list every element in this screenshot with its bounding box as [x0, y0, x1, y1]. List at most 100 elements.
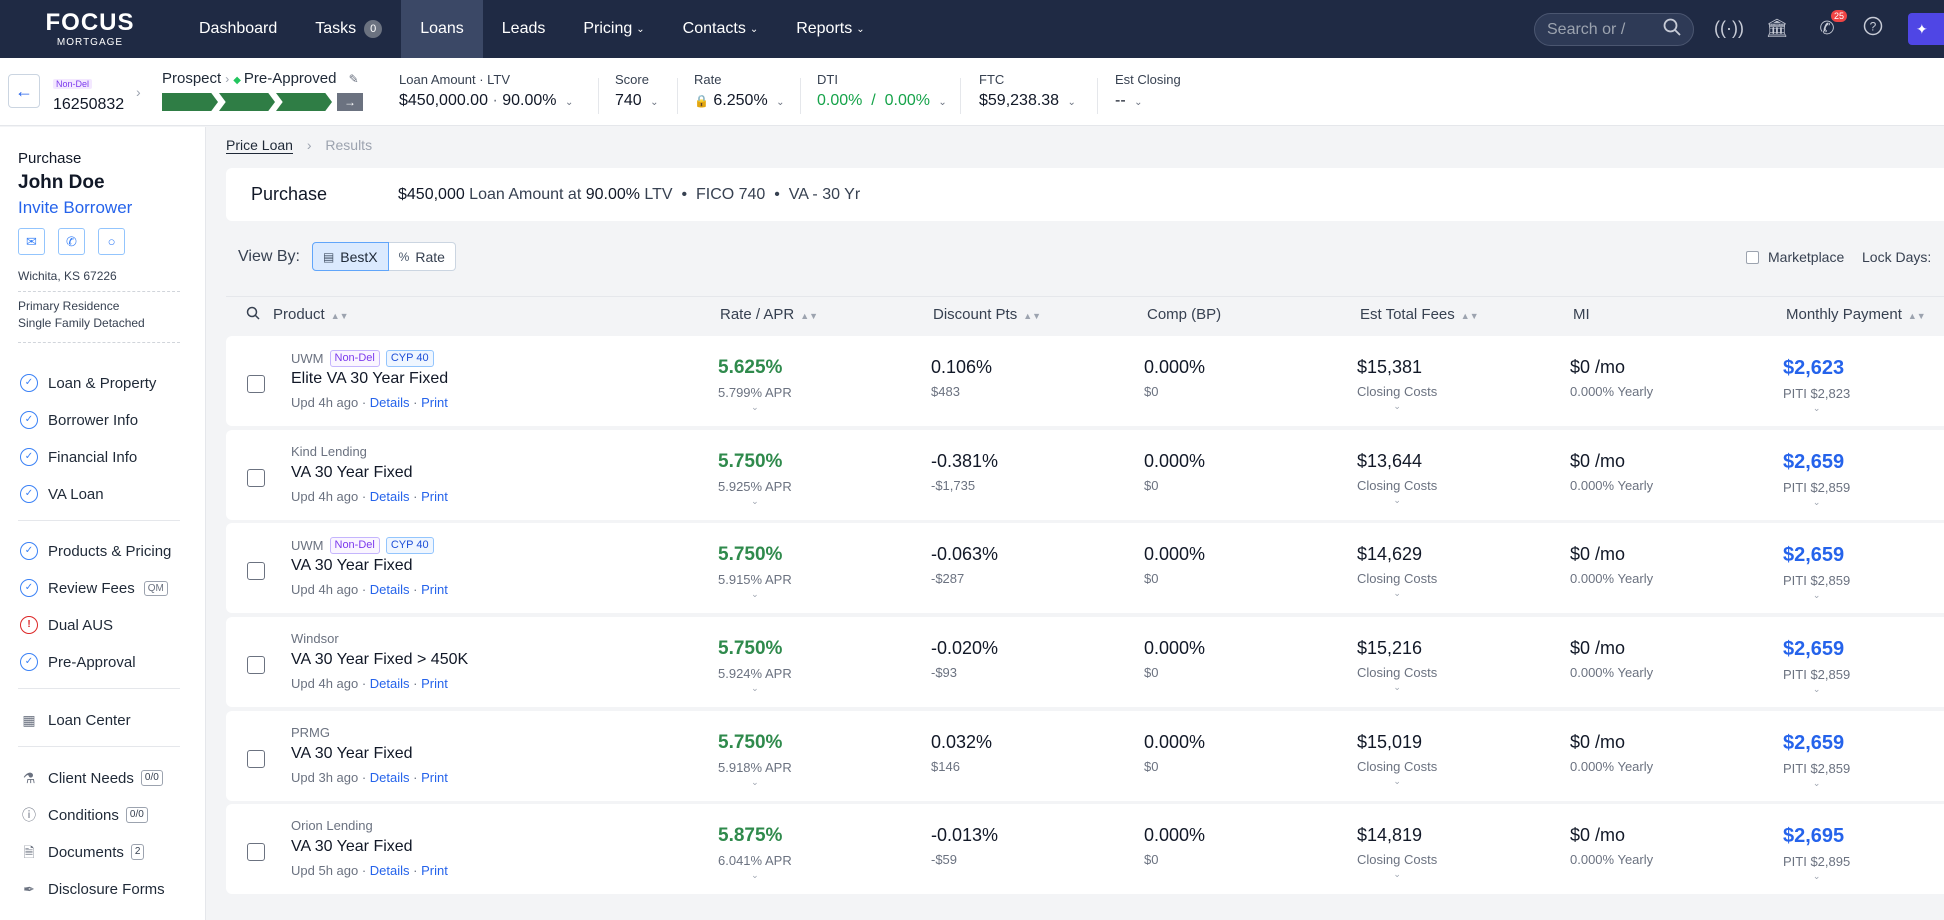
megaphone-icon[interactable]: ✆ 25: [1815, 10, 1847, 40]
help-icon[interactable]: ?: [1861, 16, 1885, 40]
sidebar-item-va-loan[interactable]: ✓ VA Loan: [20, 483, 104, 505]
loan-amount-metric[interactable]: Loan Amount · LTV $450,000.00 · 90.00% ⌄: [399, 72, 574, 109]
fees-cell[interactable]: $15,381 Closing Costs ⌄: [1357, 357, 1437, 412]
sidebar-item-borrower-info[interactable]: ✓ Borrower Info: [20, 409, 138, 431]
loan-id[interactable]: Non-Del 16250832: [53, 74, 124, 114]
chevron-down-icon[interactable]: ⌄: [1393, 495, 1401, 505]
nav-leads[interactable]: Leads: [501, 20, 546, 37]
chevron-down-icon[interactable]: ⌄: [1812, 778, 1821, 788]
payment-cell[interactable]: $2,695 PITI $2,895 ⌄: [1783, 825, 1850, 882]
rate-apr-cell[interactable]: 5.750% 5.915% APR ⌄: [718, 544, 792, 600]
view-bestx-button[interactable]: ▤ BestX: [311, 242, 389, 271]
payment-cell[interactable]: $2,623 PITI $2,823 ⌄: [1783, 357, 1850, 414]
sidebar-item-disclosure-forms[interactable]: ✒ Disclosure Forms: [20, 878, 165, 900]
chevron-down-icon[interactable]: ⌄: [1812, 590, 1821, 600]
sidebar-item-dual-aus[interactable]: ! Dual AUS: [20, 614, 113, 636]
rate-apr-cell[interactable]: 5.875% 6.041% APR ⌄: [718, 825, 792, 881]
marketplace-checkbox[interactable]: [1746, 250, 1759, 264]
broadcast-icon[interactable]: ((·)): [1714, 18, 1744, 38]
details-link[interactable]: Details: [369, 770, 410, 785]
print-link[interactable]: Print: [421, 395, 448, 410]
loan-stage[interactable]: Prospect › ◆ Pre-Approved ✎: [162, 70, 359, 87]
column-product[interactable]: Product ▲▼: [273, 306, 349, 323]
chevron-down-icon[interactable]: ⌄: [751, 589, 759, 599]
chevron-down-icon[interactable]: ⌄: [1812, 684, 1821, 694]
sidebar-item-conditions[interactable]: ⓘ Conditions 0/0: [20, 804, 148, 826]
chevron-down-icon[interactable]: ⌄: [1812, 497, 1821, 507]
breadcrumb-price-loan[interactable]: Price Loan: [226, 137, 293, 154]
row-select-checkbox[interactable]: [247, 469, 265, 487]
fees-cell[interactable]: $15,019 Closing Costs ⌄: [1357, 732, 1437, 787]
rate-apr-cell[interactable]: 5.750% 5.925% APR ⌄: [718, 451, 792, 507]
bank-icon[interactable]: 🏛: [1765, 18, 1789, 38]
nav-loans[interactable]: Loans: [401, 0, 483, 58]
column-monthly-payment[interactable]: Monthly Payment ▲▼: [1786, 306, 1926, 323]
details-link[interactable]: Details: [369, 395, 410, 410]
column-discount-pts[interactable]: Discount Pts ▲▼: [933, 306, 1042, 323]
chevron-down-icon[interactable]: ⌄: [1812, 403, 1821, 413]
mail-icon[interactable]: ✉: [18, 228, 45, 255]
table-row[interactable]: Windsor VA 30 Year Fixed > 450K Upd 4h a…: [226, 617, 1944, 707]
chevron-down-icon[interactable]: ⌄: [751, 683, 759, 693]
product-name[interactable]: VA 30 Year Fixed > 450K: [291, 651, 469, 668]
back-button[interactable]: ←: [8, 74, 40, 108]
details-link[interactable]: Details: [369, 489, 410, 504]
score-metric[interactable]: Score 740 ⌄: [615, 72, 659, 109]
borrower-name[interactable]: John Doe: [18, 172, 105, 193]
product-search-icon[interactable]: [246, 306, 260, 324]
row-select-checkbox[interactable]: [247, 375, 265, 393]
row-select-checkbox[interactable]: [247, 562, 265, 580]
print-link[interactable]: Print: [421, 489, 448, 504]
invite-borrower-link[interactable]: Invite Borrower: [18, 198, 133, 217]
rate-metric[interactable]: Rate 🔒 6.250% ⌄: [694, 72, 785, 109]
payment-cell[interactable]: $2,659 PITI $2,859 ⌄: [1783, 451, 1850, 508]
edit-icon[interactable]: ✎: [348, 72, 359, 86]
sidebar-item-products-pricing[interactable]: ✓ Products & Pricing: [20, 540, 171, 562]
chevron-down-icon[interactable]: ⌄: [1393, 401, 1401, 411]
row-select-checkbox[interactable]: [247, 843, 265, 861]
rate-apr-cell[interactable]: 5.750% 5.924% APR ⌄: [718, 638, 792, 694]
chevron-down-icon[interactable]: ⌄: [1393, 869, 1401, 879]
details-link[interactable]: Details: [369, 863, 410, 878]
sidebar-item-pre-approval[interactable]: ✓ Pre-Approval: [20, 651, 136, 673]
payment-cell[interactable]: $2,659 PITI $2,859 ⌄: [1783, 732, 1850, 789]
chevron-down-icon[interactable]: ⌄: [751, 496, 759, 506]
ftc-metric[interactable]: FTC $59,238.38 ⌄: [979, 72, 1076, 109]
sidebar-item-loan-property[interactable]: ✓ Loan & Property: [20, 372, 156, 394]
fees-cell[interactable]: $14,629 Closing Costs ⌄: [1357, 544, 1437, 599]
fees-cell[interactable]: $15,216 Closing Costs ⌄: [1357, 638, 1437, 693]
product-name[interactable]: VA 30 Year Fixed: [291, 838, 413, 855]
details-link[interactable]: Details: [369, 582, 410, 597]
print-link[interactable]: Print: [421, 676, 448, 691]
column-rate-apr[interactable]: Rate / APR ▲▼: [720, 306, 819, 323]
advance-stage-button[interactable]: →: [337, 93, 363, 111]
rate-apr-cell[interactable]: 5.750% 5.918% APR ⌄: [718, 732, 792, 788]
table-row[interactable]: UWM Non-Del CYP 40 VA 30 Year Fixed Upd 4h…: [226, 523, 1944, 613]
product-name[interactable]: Elite VA 30 Year Fixed: [291, 370, 449, 387]
dti-metric[interactable]: DTI 0.00% / 0.00% ⌄: [817, 72, 947, 109]
global-search-input[interactable]: Search or /: [1534, 13, 1694, 46]
print-link[interactable]: Print: [421, 770, 448, 785]
payment-cell[interactable]: $2,659 PITI $2,859 ⌄: [1783, 638, 1850, 695]
table-row[interactable]: Orion Lending VA 30 Year Fixed Upd 5h ag…: [226, 804, 1944, 894]
product-name[interactable]: VA 30 Year Fixed: [291, 557, 413, 574]
print-link[interactable]: Print: [421, 582, 448, 597]
chevron-down-icon[interactable]: ⌄: [1393, 776, 1401, 786]
est-closing-metric[interactable]: Est Closing -- ⌄: [1115, 72, 1181, 109]
table-row[interactable]: Kind Lending VA 30 Year Fixed Upd 4h ago…: [226, 430, 1944, 520]
phone-icon[interactable]: ✆: [58, 228, 85, 255]
row-select-checkbox[interactable]: [247, 656, 265, 674]
column-est-total-fees[interactable]: Est Total Fees ▲▼: [1360, 306, 1479, 323]
product-name[interactable]: VA 30 Year Fixed: [291, 745, 413, 762]
sidebar-item-loan-center[interactable]: ▦ Loan Center: [20, 709, 130, 731]
table-row[interactable]: UWM Non-Del CYP 40 Elite VA 30 Year Fixed …: [226, 336, 1944, 426]
row-select-checkbox[interactable]: [247, 750, 265, 768]
nav-reports[interactable]: Reports ⌄: [796, 20, 865, 37]
chevron-down-icon[interactable]: ⌄: [751, 402, 759, 412]
nav-tasks[interactable]: Tasks 0: [296, 0, 401, 58]
ai-assistant-button[interactable]: ✦: [1908, 13, 1944, 45]
rate-apr-cell[interactable]: 5.625% 5.799% APR ⌄: [718, 357, 792, 413]
sidebar-item-client-needs[interactable]: ⚗ Client Needs 0/0: [20, 767, 163, 789]
chevron-down-icon[interactable]: ⌄: [1393, 588, 1401, 598]
view-rate-button[interactable]: % Rate: [388, 242, 456, 271]
